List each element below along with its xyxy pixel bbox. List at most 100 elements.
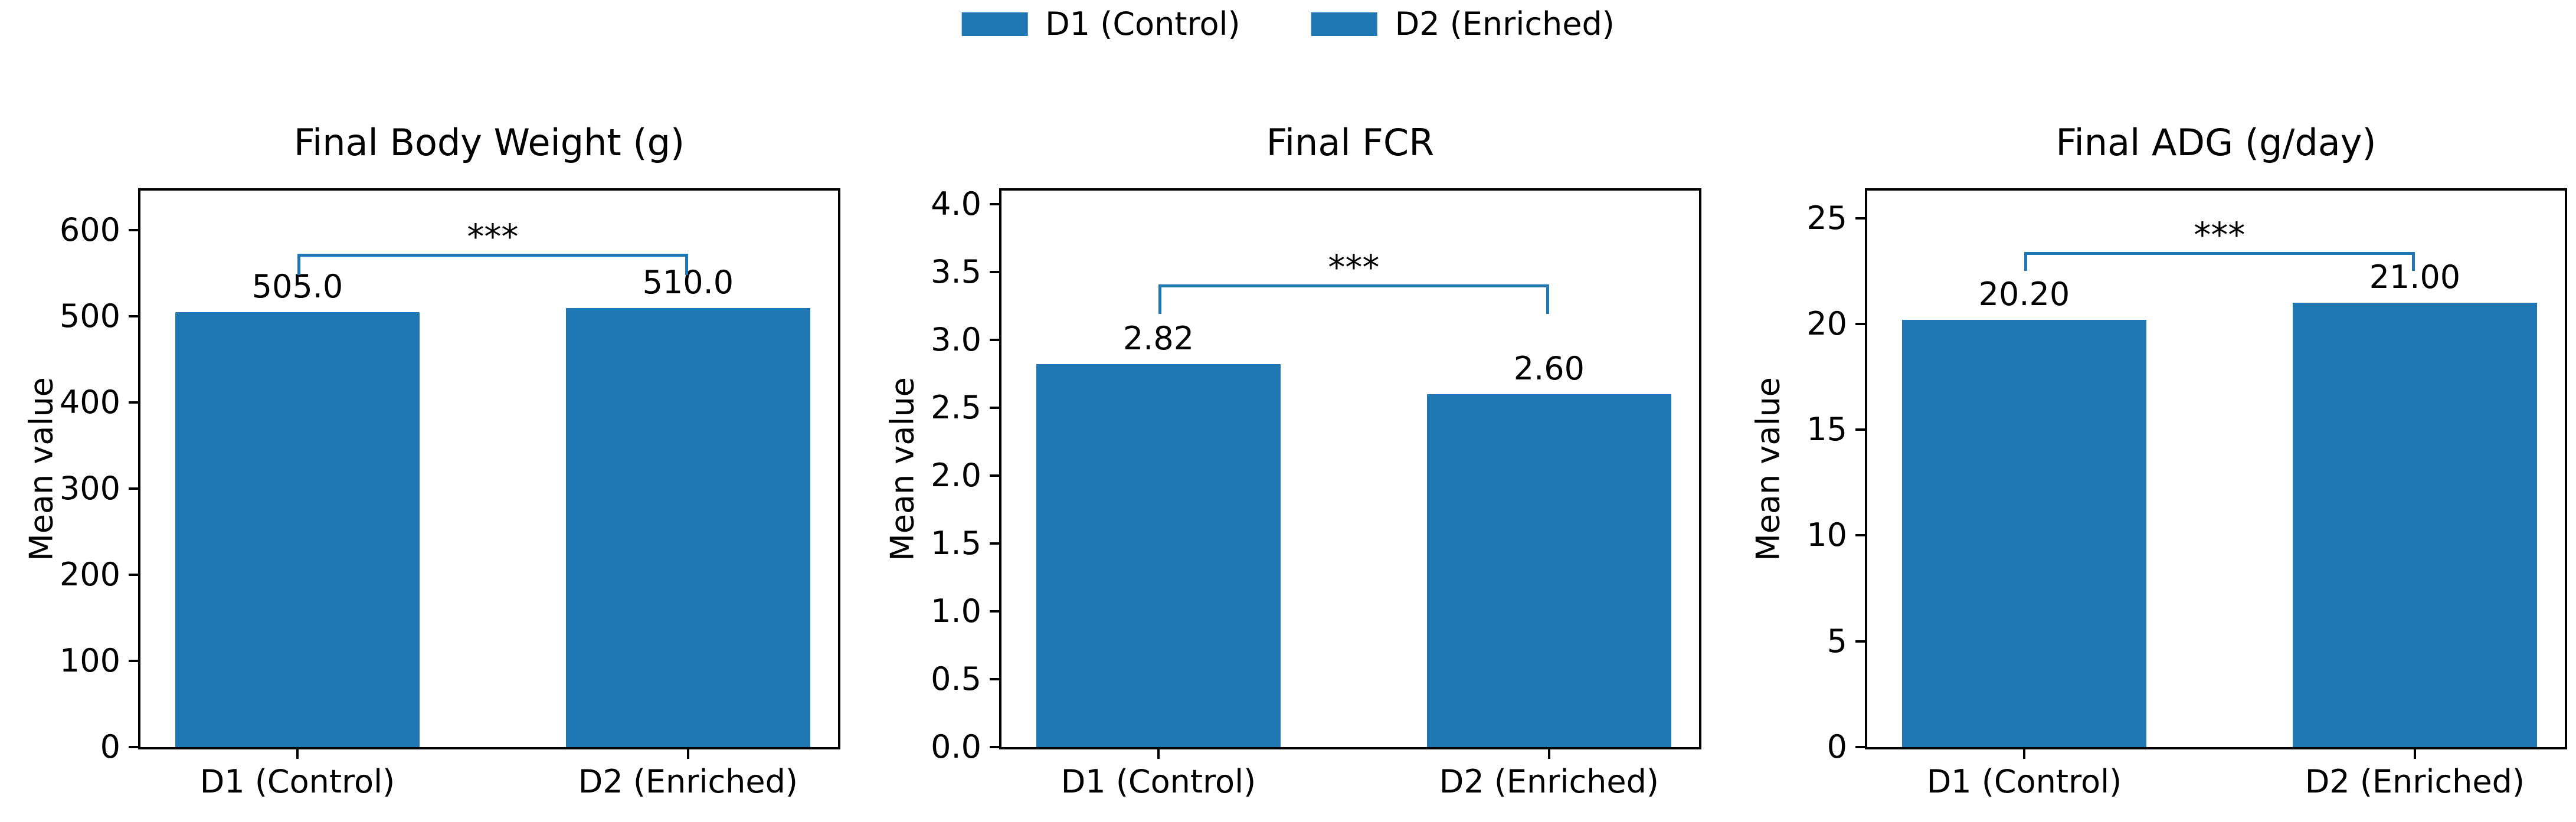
chart-adg: Final ADG (g/day) Mean value 0 5 10 15 20 25 … [1750, 0, 2567, 822]
y-tick-mark [129, 229, 140, 232]
y-tick-label: 1.0 [931, 592, 981, 630]
y-tick-mark [129, 401, 140, 404]
y-tick-mark [990, 610, 1001, 613]
y-tick-label: 2.0 [931, 457, 981, 494]
y-axis-label: Mean value [22, 376, 60, 561]
y-tick-label: 15 [1806, 411, 1847, 448]
y-tick: 200 [60, 558, 140, 591]
y-tick-mark [990, 203, 1001, 205]
y-tick-mark [129, 746, 140, 748]
y-tick-label: 0 [1827, 728, 1847, 765]
x-tick-mark [2022, 747, 2025, 759]
y-tick: 500 [60, 300, 140, 333]
y-tick: 0 [100, 731, 140, 764]
bar-d1-control [1902, 319, 2146, 747]
significance-bracket [297, 253, 688, 276]
chart-title: Final Body Weight (g) [293, 121, 685, 164]
significance-label: *** [2194, 214, 2246, 255]
bar-d2-enriched [566, 307, 810, 747]
y-tick-mark [129, 574, 140, 577]
significance-label: *** [467, 216, 519, 257]
y-tick-label: 500 [59, 297, 120, 335]
y-tick: 400 [60, 386, 140, 419]
x-tick-mark [2413, 747, 2416, 759]
y-tick: 0.5 [931, 663, 1001, 696]
y-tick-label: 400 [59, 384, 120, 421]
y-tick: 300 [60, 472, 140, 505]
significance-bracket [1158, 284, 1549, 315]
y-axis-label: Mean value [1749, 376, 1787, 561]
y-tick: 1.0 [931, 595, 1001, 628]
significance-label: *** [1328, 247, 1380, 287]
x-tick-label: D2 (Enriched) [2305, 763, 2525, 800]
chart-title: Final ADG (g/day) [2055, 121, 2377, 164]
legend-entry-d1: D1 (Control) [961, 8, 1240, 40]
chart-title: Final FCR [1266, 121, 1435, 164]
x-tick-mark [1157, 747, 1160, 759]
y-tick: 0 [1827, 731, 1867, 764]
y-tick-label: 4.0 [931, 185, 981, 222]
y-tick-mark [1855, 640, 1867, 643]
plot-area: Mean value 0 5 10 15 20 25 20.20 21.00 *** D1… [1750, 188, 2567, 798]
y-tick-label: 0.0 [931, 728, 981, 765]
y-tick: 5 [1827, 625, 1867, 658]
y-tick-mark [990, 678, 1001, 680]
y-tick-label: 2.5 [931, 389, 981, 426]
bar-value-label: 510.0 [642, 263, 734, 301]
y-tick-mark [129, 487, 140, 490]
legend-swatch-d1 [961, 12, 1028, 36]
y-tick: 15 [1806, 413, 1867, 446]
y-tick-label: 0.5 [931, 660, 981, 697]
y-tick-label: 200 [59, 556, 120, 594]
plot-area: Mean value 0 100 200 300 400 500 600 505.0 510… [23, 188, 840, 798]
y-tick-label: 20 [1806, 304, 1847, 342]
x-tick-label: D2 (Enriched) [1439, 763, 1659, 800]
chart-fcr: Final FCR Mean value 0.0 0.5 1.0 1.5 2.0 2.5 3… [884, 0, 1701, 822]
y-tick-mark [129, 660, 140, 663]
x-tick-mark [296, 747, 299, 759]
y-tick-label: 25 [1806, 199, 1847, 237]
legend-label-d1: D1 (Control) [1045, 5, 1240, 42]
y-tick: 3.5 [931, 256, 1001, 289]
bar-value-label: 2.60 [1513, 350, 1585, 387]
x-tick-mark [686, 747, 689, 759]
y-tick-mark [1855, 322, 1867, 325]
bar-d1-control [1036, 364, 1281, 747]
y-tick-label: 10 [1806, 516, 1847, 554]
y-tick: 2.0 [931, 459, 1001, 492]
x-tick-label: D2 (Enriched) [578, 763, 798, 800]
y-tick-label: 600 [59, 211, 120, 249]
legend-label-d2: D2 (Enriched) [1395, 5, 1615, 42]
y-tick: 25 [1806, 202, 1867, 235]
significance-bracket [2024, 252, 2415, 271]
y-tick-label: 3.5 [931, 253, 981, 290]
y-tick-mark [990, 474, 1001, 477]
legend-swatch-d2 [1311, 12, 1377, 36]
y-tick-mark [990, 271, 1001, 273]
x-tick-label: D1 (Control) [1926, 763, 2122, 800]
y-tick-mark [1855, 534, 1867, 537]
y-tick: 3.0 [931, 323, 1001, 356]
y-tick-mark [990, 746, 1001, 748]
legend-entry-d2: D2 (Enriched) [1311, 8, 1615, 40]
plot-area: Mean value 0.0 0.5 1.0 1.5 2.0 2.5 3.0 3.5 4.0 2… [884, 188, 1701, 798]
y-tick-label: 1.5 [931, 525, 981, 562]
x-tick-label: D1 (Control) [199, 763, 395, 800]
y-tick: 600 [60, 214, 140, 247]
bar-value-label: 505.0 [251, 267, 343, 305]
bar-d2-enriched [2293, 303, 2537, 747]
x-tick-label: D1 (Control) [1060, 763, 1256, 800]
y-tick-mark [1855, 217, 1867, 220]
legend: D1 (Control) D2 (Enriched) [961, 8, 1615, 40]
y-tick-label: 3.0 [931, 321, 981, 358]
y-tick-mark [1855, 428, 1867, 431]
y-tick-mark [1855, 746, 1867, 748]
y-tick-mark [990, 542, 1001, 545]
y-tick: 1.5 [931, 527, 1001, 560]
bar-value-label: 20.20 [1978, 275, 2070, 313]
bar-d1-control [175, 312, 420, 747]
y-tick-label: 100 [59, 642, 120, 680]
y-tick-label: 300 [59, 470, 120, 507]
y-tick: 4.0 [931, 188, 1001, 221]
